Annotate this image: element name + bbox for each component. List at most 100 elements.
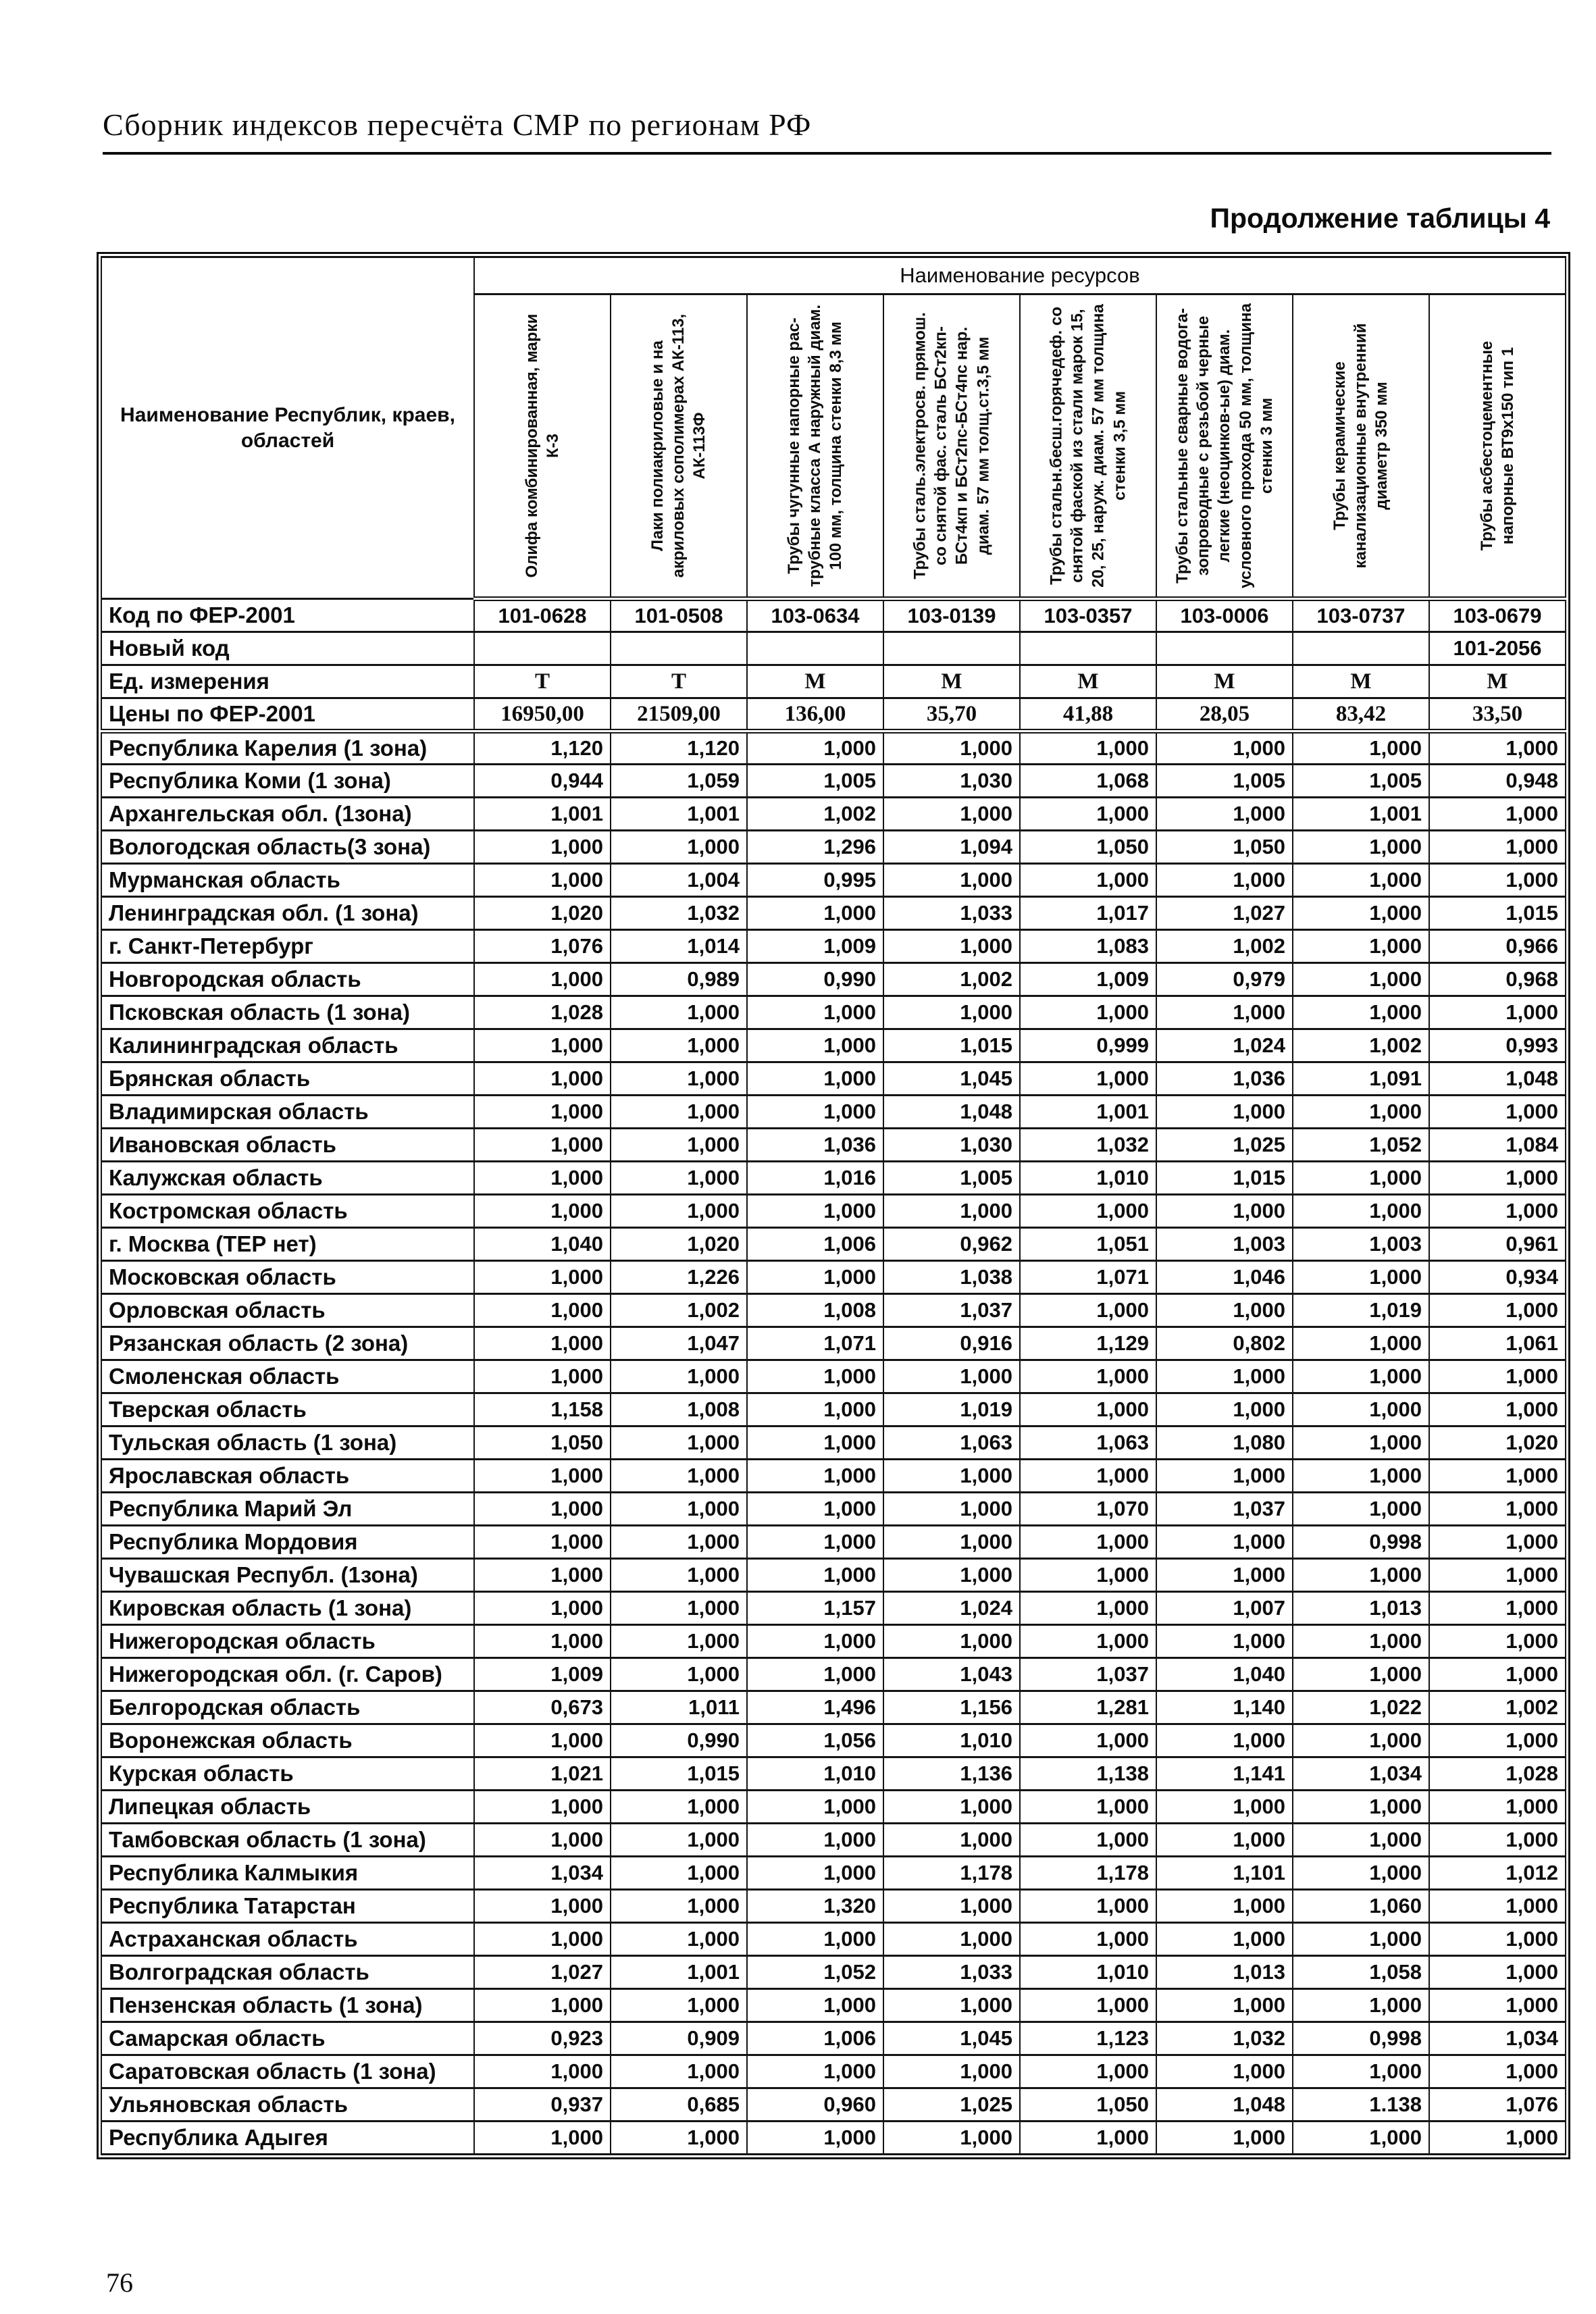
value-cell: 1,000: [1156, 730, 1293, 765]
region-cell: Белгородская область: [101, 1690, 475, 1725]
value-cell: 1,009: [473, 1657, 611, 1692]
value-cell: 1,000: [1292, 2120, 1430, 2155]
region-cell: Тамбовская область (1 зона): [101, 1822, 475, 1857]
value-cell: 1,000: [1428, 1955, 1566, 1990]
table-row: Псковская область (1 зона) 1,028 1,000 1,00…: [101, 995, 1566, 1030]
meta-value-cell: 83,42: [1292, 697, 1430, 734]
region-cell: Костромская область: [101, 1193, 475, 1229]
value-cell: 1,010: [883, 1723, 1021, 1758]
value-cell: 1,000: [1019, 1822, 1157, 1857]
value-cell: 1,032: [610, 896, 748, 931]
value-cell: 0,961: [1428, 1227, 1566, 1262]
value-cell: 1,037: [1019, 1657, 1157, 1692]
value-cell: 1,000: [1428, 2120, 1566, 2155]
value-cell: 1,017: [1019, 896, 1157, 931]
value-cell: 1,000: [1019, 1988, 1157, 2023]
value-cell: 1,027: [1156, 896, 1293, 931]
region-cell: Республика Карелия (1 зона): [101, 730, 475, 765]
value-cell: 1,000: [1292, 1922, 1430, 1957]
value-cell: 1,000: [883, 995, 1021, 1030]
value-cell: 1,000: [1156, 1922, 1293, 1957]
value-cell: 1,000: [1156, 796, 1293, 831]
table-row: Архангельская обл. (1зона) 1,001 1,001 1,00…: [101, 796, 1566, 831]
value-cell: 0,990: [746, 962, 884, 997]
value-cell: 1,000: [610, 1591, 748, 1626]
table-row: Орловская область 1,000 1,002 1,008 1,037 1,0…: [101, 1293, 1566, 1328]
region-cell: Смоленская область: [101, 1359, 475, 1394]
value-cell: 1,000: [473, 1160, 611, 1195]
value-cell: 1,000: [1019, 796, 1157, 831]
value-cell: 1,094: [883, 829, 1021, 865]
value-cell: 1,000: [473, 1558, 611, 1593]
value-cell: 1.138: [1292, 2087, 1430, 2122]
value-cell: 1,000: [746, 1260, 884, 1295]
meta-value-cell: 103-0679: [1428, 598, 1566, 633]
value-cell: 1,000: [610, 1558, 748, 1593]
value-cell: 1,000: [883, 1458, 1021, 1493]
value-cell: 1,000: [1292, 896, 1430, 931]
value-cell: 1,000: [1428, 829, 1566, 865]
value-cell: 1,000: [746, 1094, 884, 1129]
value-cell: 1,001: [610, 796, 748, 831]
value-cell: 1,038: [883, 1260, 1021, 1295]
value-cell: 1,140: [1156, 1690, 1293, 1725]
value-cell: 1,000: [1428, 1160, 1566, 1195]
value-cell: 1,070: [1019, 1491, 1157, 1526]
region-cell: Астраханская область: [101, 1922, 475, 1957]
region-cell: Саратовская область (1 зона): [101, 2054, 475, 2089]
page-title: Сборник индексов пересчёта СМР по регион…: [103, 107, 1551, 155]
value-cell: 1,000: [1019, 995, 1157, 1030]
value-cell: 1,000: [1019, 1723, 1157, 1758]
value-cell: 1,000: [1019, 1558, 1157, 1593]
value-cell: 1,000: [473, 863, 611, 898]
meta-value-cell: [1292, 631, 1430, 666]
value-cell: 0,802: [1156, 1326, 1293, 1361]
value-cell: 1,002: [610, 1293, 748, 1328]
table-row: Мурманская область 1,000 1,004 0,995 1,000 1,…: [101, 863, 1566, 898]
value-cell: 1,000: [746, 1657, 884, 1692]
value-cell: 1,019: [883, 1392, 1021, 1427]
value-cell: 1,000: [1019, 1061, 1157, 1096]
value-cell: 1,000: [473, 1094, 611, 1129]
value-cell: 1,141: [1156, 1756, 1293, 1791]
value-cell: 1,000: [1428, 1193, 1566, 1229]
meta-value-cell: [746, 631, 884, 666]
value-cell: 1,000: [1428, 863, 1566, 898]
table-row: Чувашская Республ. (1зона) 1,000 1,000 1,00…: [101, 1558, 1566, 1593]
region-cell: Республика Калмыкия: [101, 1855, 475, 1891]
value-cell: 0,968: [1428, 962, 1566, 997]
value-cell: 1,000: [883, 1922, 1021, 1957]
value-cell: 1,178: [1019, 1855, 1157, 1891]
value-cell: 1,025: [883, 2087, 1021, 2122]
table-row: Республика Марий Эл 1,000 1,000 1,000 1,000 1…: [101, 1491, 1566, 1526]
value-cell: 1,000: [1292, 1624, 1430, 1659]
value-cell: 1,001: [473, 796, 611, 831]
value-cell: 1,032: [1156, 2021, 1293, 2056]
value-cell: 1,036: [746, 1127, 884, 1162]
value-cell: 1,000: [473, 1591, 611, 1626]
value-cell: 1,033: [883, 1955, 1021, 1990]
value-cell: 1,051: [1019, 1227, 1157, 1262]
region-cell: Новгородская область: [101, 962, 475, 997]
meta-value-cell: М: [1428, 664, 1566, 699]
value-cell: 1,000: [1156, 1524, 1293, 1560]
value-cell: 1,000: [610, 1988, 748, 2023]
meta-row-label: Цены по ФЕР-2001: [101, 697, 475, 734]
region-cell: Республика Мордовия: [101, 1524, 475, 1560]
value-cell: 1,000: [1156, 863, 1293, 898]
meta-value-cell: 35,70: [883, 697, 1021, 734]
meta-value-cell: 101-2056: [1428, 631, 1566, 666]
table-row: Калужская область 1,000 1,000 1,016 1,005 1,0…: [101, 1160, 1566, 1195]
table-row: Ярославская область 1,000 1,000 1,000 1,000 1…: [101, 1458, 1566, 1493]
value-cell: 1,296: [746, 829, 884, 865]
value-cell: 1,000: [473, 829, 611, 865]
value-cell: 1,000: [883, 1524, 1021, 1560]
value-cell: 1,000: [746, 896, 884, 931]
table-row: Брянская область 1,000 1,000 1,000 1,045 1,00…: [101, 1061, 1566, 1096]
value-cell: 1,028: [473, 995, 611, 1030]
value-cell: 1,000: [746, 2054, 884, 2089]
value-cell: 1,000: [883, 2120, 1021, 2155]
value-cell: 1,000: [1156, 1193, 1293, 1229]
region-cell: г. Санкт-Петербург: [101, 929, 475, 964]
value-cell: 1,000: [1156, 1723, 1293, 1758]
